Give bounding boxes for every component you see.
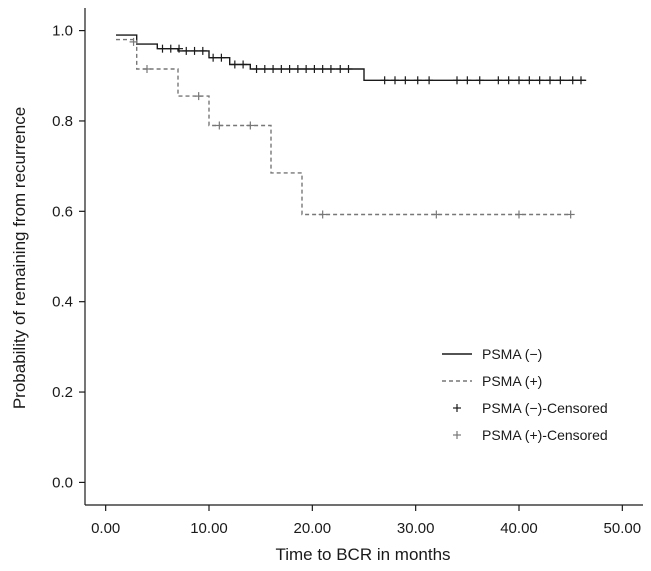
psma-negative-censor-mark: [494, 76, 503, 85]
legend-label-psma-positive: PSMA (+): [482, 373, 542, 389]
psma-positive-censor-mark: [566, 210, 575, 219]
x-tick-label: 40.00: [500, 520, 538, 537]
y-tick-label: 0.4: [52, 294, 73, 311]
psma-negative-censor-mark: [318, 64, 327, 73]
psma-positive-censor-mark: [432, 210, 441, 219]
psma-negative-censor-mark: [310, 64, 319, 73]
psma-negative-censor-mark: [535, 76, 544, 85]
psma-negative-censor-mark: [504, 76, 513, 85]
psma-negative-censor-mark: [190, 46, 199, 55]
psma-negative-censor-mark: [209, 53, 218, 62]
psma-negative-censor-mark: [401, 76, 410, 85]
psma-positive-censor-mark: [143, 64, 151, 73]
psma-negative-censor-mark: [198, 46, 207, 55]
psma-negative-censor-mark: [475, 76, 484, 85]
y-tick-label: 0.8: [52, 113, 73, 130]
y-tick-label: 0.0: [52, 474, 73, 491]
legend-label-psma-positive-censored: PSMA (+)-Censored: [482, 427, 608, 443]
psma-positive-line: [116, 38, 571, 216]
legend-label-psma-negative-censored: PSMA (−)-Censored: [482, 400, 608, 416]
x-tick-label: 0.00: [91, 520, 120, 537]
psma-negative-censor-mark: [166, 44, 175, 53]
psma-negative-censor-mark: [556, 76, 565, 85]
psma-positive-censor-mark: [246, 121, 255, 130]
psma-negative-censor-mark: [546, 76, 554, 85]
chart-axes: 0.00 10.00 20.00 30.00 40.00 50.00 0.0 0.2 0.4 0.…: [52, 8, 643, 537]
psma-negative-censor-mark: [344, 64, 353, 73]
y-tick-label: 0.6: [52, 203, 73, 220]
psma-negative-censor-mark: [239, 60, 248, 69]
psma-negative-censor-mark: [577, 76, 585, 85]
psma-positive-censor-mark: [215, 121, 224, 130]
psma-negative-censor-mark: [269, 64, 278, 73]
psma-negative-censor-mark: [175, 44, 184, 53]
chart-legend: PSMA (−) PSMA (+) PSMA (−)-Censored PSMA (+…: [442, 346, 608, 443]
psma-negative-censor-mark: [217, 53, 226, 62]
x-tick-label: 20.00: [294, 520, 332, 537]
psma-negative-censor-mark: [425, 76, 434, 85]
psma-negative-censor-mark: [158, 44, 167, 53]
y-tick-label: 1.0: [52, 23, 73, 40]
psma-negative-censor-mark: [326, 64, 335, 73]
psma-negative-line: [116, 34, 587, 81]
x-tick-label: 50.00: [604, 520, 642, 537]
x-tick-label: 10.00: [190, 520, 228, 537]
psma-negative-censor-mark: [230, 60, 239, 69]
legend-swatch-psma-negative-censored: [453, 404, 461, 412]
x-axis-title: Time to BCR in months: [275, 545, 450, 564]
psma-positive-censor-mark: [194, 92, 203, 101]
psma-negative-censor-mark: [380, 76, 389, 85]
psma-negative-censor-mark: [391, 76, 399, 85]
psma-positive-censor-mark: [318, 210, 327, 219]
psma-negative-censor-mark: [463, 76, 472, 85]
psma-negative-censor-mark: [182, 46, 191, 55]
series-layer: [116, 34, 587, 219]
y-axis-title: Probability of remaining from recurrence: [10, 107, 29, 409]
psma-negative-censor-mark: [260, 64, 269, 73]
psma-negative-censor-mark: [453, 76, 461, 85]
psma-negative-censor-mark: [252, 64, 261, 73]
y-tick-label: 0.2: [52, 384, 73, 401]
legend-swatch-psma-positive-censored: [453, 431, 461, 439]
legend-label-psma-negative: PSMA (−): [482, 346, 542, 362]
psma-negative-censor-mark: [413, 76, 422, 85]
psma-positive-censor-mark: [515, 210, 523, 219]
psma-negative-censor-mark: [336, 64, 345, 73]
psma-positive-censor-mark: [129, 37, 138, 46]
psma-negative-censor-mark: [293, 64, 302, 73]
psma-negative-censor-mark: [525, 76, 534, 85]
psma-negative-censor-mark: [285, 64, 294, 73]
x-tick-label: 30.00: [397, 520, 435, 537]
psma-negative-censor-mark: [568, 76, 577, 85]
psma-negative-censor-mark: [302, 64, 311, 73]
psma-negative-censor-mark: [515, 76, 523, 85]
psma-negative-censor-mark: [277, 64, 286, 73]
